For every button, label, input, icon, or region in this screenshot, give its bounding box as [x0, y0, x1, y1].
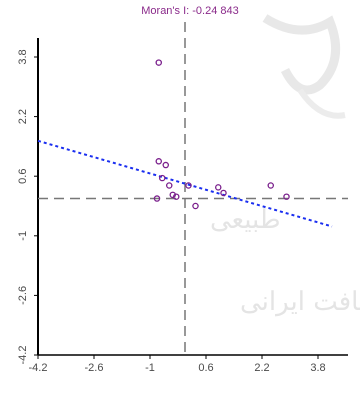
data-point — [192, 202, 199, 210]
watermark-swirl-icon-2 — [297, 88, 346, 119]
data-point — [267, 182, 274, 189]
data-points — [153, 59, 290, 210]
watermark-swirl-icon — [262, 14, 341, 95]
data-point — [158, 174, 166, 182]
x-axis-ticks: -4.2 -2.6 -1 0.6 2.2 3.8 — [29, 355, 326, 374]
x-tick-label: -4.2 — [29, 362, 48, 374]
chart-title: Moran's I: -0.24 843 — [141, 5, 239, 17]
data-point — [155, 158, 162, 165]
x-tick-label: 3.8 — [310, 362, 325, 374]
data-point — [214, 184, 222, 191]
x-tick-label: 0.6 — [198, 362, 213, 374]
watermark-text-2: بافت ایرانی — [240, 287, 360, 317]
data-point — [172, 193, 180, 200]
y-axis-ticks: 3.8 2.2 0.6 -1 -2.6 -4.2 — [17, 49, 38, 364]
watermark-text-1: طبیعی — [210, 205, 281, 235]
y-tick-label: -1 — [17, 231, 29, 241]
data-point — [185, 182, 192, 189]
y-tick-label: 2.2 — [17, 109, 29, 124]
data-point — [220, 189, 227, 197]
y-tick-label: 3.8 — [17, 49, 29, 64]
data-point — [165, 182, 173, 189]
x-tick-label: 2.2 — [254, 362, 269, 374]
y-tick-label: -4.2 — [17, 346, 29, 365]
y-tick-label: -2.6 — [17, 286, 29, 305]
data-point — [155, 59, 162, 66]
data-point — [162, 161, 169, 169]
watermark: طبیعی بافت ایرانی — [210, 14, 360, 317]
data-point — [153, 195, 161, 202]
x-tick-label: -1 — [145, 362, 155, 374]
y-tick-label: 0.6 — [17, 169, 29, 184]
x-tick-label: -2.6 — [85, 362, 104, 374]
data-point — [283, 193, 290, 200]
